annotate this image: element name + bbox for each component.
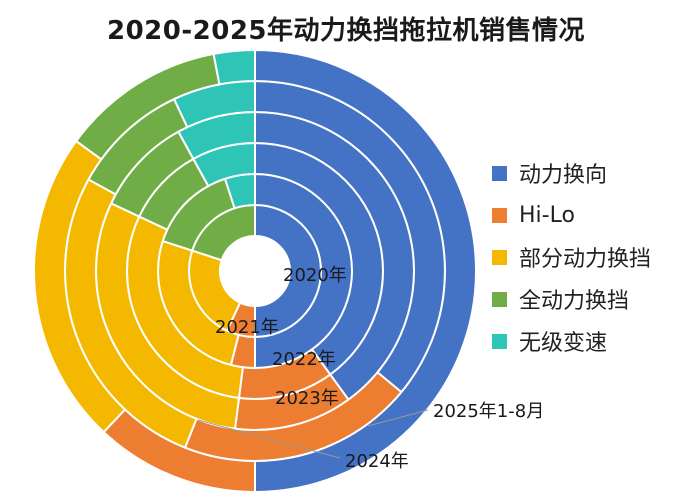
legend-item-3: 全动力换挡 [492,278,651,320]
legend: 动力换向 Hi-Lo 部分动力换挡 全动力换挡无级变速 [492,152,651,362]
legend-label-2: 部分动力换挡 [519,247,652,272]
ring-label-5: 2025年1-8月 [433,401,544,422]
legend-label-0: 动力换向 [519,163,608,188]
legend-item-4: 无级变速 [492,320,651,362]
ring-label-4: 2024年 [345,451,409,472]
legend-item-1: Hi-Lo [492,194,651,236]
ring-label-2: 2022年 [272,349,336,370]
leader-line-4 [197,419,341,459]
ring-label-3: 2023年 [275,388,339,409]
legend-label-1: Hi-Lo [519,202,575,228]
leader-lines [197,409,429,459]
ring-label-0: 2020年 [283,265,347,286]
legend-swatch-2 [492,249,507,265]
legend-label-4: 无级变速 [519,331,608,356]
chart-title: 2020-2025年动力换挡拖拉机销售情况 [106,16,586,46]
legend-swatch-3 [492,291,507,307]
legend-item-2: 部分动力换挡 [492,236,651,278]
ring-5-slice-4 [212,48,256,86]
leader-line-5 [367,409,429,427]
legend-item-0: 动力换向 [492,152,651,194]
legend-swatch-1 [492,207,507,223]
legend-swatch-4 [492,333,507,349]
legend-swatch-0 [492,165,507,181]
rings-group [33,48,477,494]
ring-label-1: 2021年 [215,317,279,338]
ring-5-slice-0 [254,48,477,494]
legend-label-3: 全动力换挡 [519,289,630,314]
ring-labels: 2020年 2021年 2022年 2023年 2024年 2025年1-8月 [215,265,544,472]
